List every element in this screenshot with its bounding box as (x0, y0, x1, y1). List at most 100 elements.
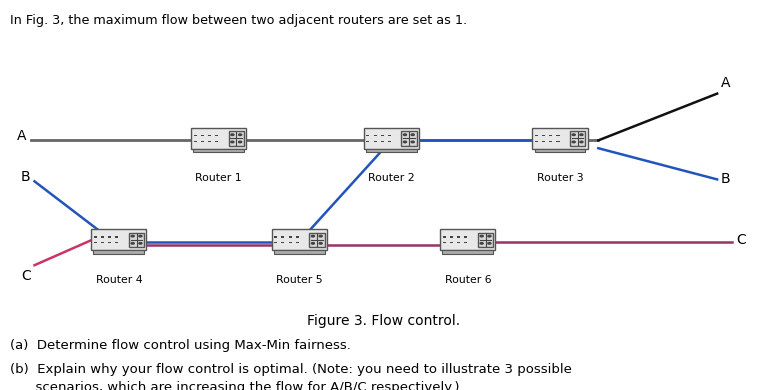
Text: Router 3: Router 3 (537, 173, 583, 183)
FancyBboxPatch shape (296, 236, 298, 238)
FancyBboxPatch shape (101, 236, 104, 238)
Text: (a)  Determine flow control using Max-Min fairness.: (a) Determine flow control using Max-Min… (10, 339, 351, 352)
FancyBboxPatch shape (108, 242, 111, 243)
FancyBboxPatch shape (272, 229, 327, 250)
FancyBboxPatch shape (201, 135, 204, 136)
Circle shape (488, 235, 491, 237)
Text: Figure 3. Flow control.: Figure 3. Flow control. (307, 314, 460, 328)
FancyBboxPatch shape (101, 242, 104, 243)
Text: C: C (21, 269, 31, 283)
FancyBboxPatch shape (450, 236, 453, 238)
FancyBboxPatch shape (457, 236, 460, 238)
FancyBboxPatch shape (465, 242, 467, 243)
FancyBboxPatch shape (275, 242, 278, 243)
FancyBboxPatch shape (557, 140, 559, 142)
Circle shape (239, 141, 242, 143)
Circle shape (572, 134, 575, 135)
FancyBboxPatch shape (532, 128, 588, 149)
FancyBboxPatch shape (288, 236, 291, 238)
FancyBboxPatch shape (401, 131, 416, 145)
Text: B: B (721, 172, 731, 186)
FancyBboxPatch shape (116, 236, 118, 238)
Circle shape (311, 243, 314, 244)
FancyBboxPatch shape (275, 236, 278, 238)
Text: A: A (18, 129, 27, 144)
FancyBboxPatch shape (194, 140, 197, 142)
FancyBboxPatch shape (374, 135, 377, 136)
FancyBboxPatch shape (281, 236, 285, 238)
FancyBboxPatch shape (129, 232, 144, 247)
FancyBboxPatch shape (549, 135, 552, 136)
Circle shape (319, 243, 322, 244)
FancyBboxPatch shape (542, 135, 545, 136)
FancyBboxPatch shape (388, 140, 390, 142)
FancyBboxPatch shape (380, 135, 384, 136)
FancyBboxPatch shape (388, 135, 390, 136)
Text: (b)  Explain why your flow control is optimal. (Note: you need to illustrate 3 p: (b) Explain why your flow control is opt… (10, 363, 572, 376)
FancyBboxPatch shape (274, 250, 324, 254)
FancyBboxPatch shape (216, 140, 218, 142)
Circle shape (319, 235, 322, 237)
FancyBboxPatch shape (443, 242, 446, 243)
FancyBboxPatch shape (208, 135, 211, 136)
FancyBboxPatch shape (535, 140, 538, 142)
Circle shape (311, 235, 314, 237)
FancyBboxPatch shape (91, 229, 146, 250)
Circle shape (480, 235, 483, 237)
FancyBboxPatch shape (288, 242, 291, 243)
Text: Router 5: Router 5 (276, 275, 322, 285)
FancyBboxPatch shape (108, 236, 111, 238)
Circle shape (480, 243, 483, 244)
FancyBboxPatch shape (380, 140, 384, 142)
FancyBboxPatch shape (366, 149, 416, 152)
Circle shape (131, 243, 134, 244)
FancyBboxPatch shape (296, 242, 298, 243)
FancyBboxPatch shape (374, 140, 377, 142)
FancyBboxPatch shape (309, 232, 324, 247)
FancyBboxPatch shape (201, 140, 204, 142)
FancyBboxPatch shape (281, 242, 285, 243)
Circle shape (231, 134, 234, 135)
FancyBboxPatch shape (367, 135, 370, 136)
Circle shape (488, 243, 491, 244)
Text: scenarios, which are increasing the flow for A/B/C respectively.): scenarios, which are increasing the flow… (10, 381, 459, 390)
Text: B: B (21, 170, 31, 184)
FancyBboxPatch shape (457, 242, 460, 243)
FancyBboxPatch shape (450, 242, 453, 243)
Circle shape (572, 141, 575, 143)
Circle shape (403, 141, 407, 143)
FancyBboxPatch shape (549, 140, 552, 142)
Text: C: C (736, 233, 746, 247)
FancyBboxPatch shape (194, 135, 197, 136)
FancyBboxPatch shape (116, 242, 118, 243)
FancyBboxPatch shape (364, 128, 419, 149)
Circle shape (239, 134, 242, 135)
Circle shape (139, 235, 142, 237)
FancyBboxPatch shape (465, 236, 467, 238)
FancyBboxPatch shape (557, 135, 559, 136)
FancyBboxPatch shape (367, 140, 370, 142)
FancyBboxPatch shape (478, 232, 493, 247)
FancyBboxPatch shape (443, 236, 446, 238)
FancyBboxPatch shape (208, 140, 211, 142)
Circle shape (231, 141, 234, 143)
Circle shape (580, 141, 583, 143)
Text: Router 2: Router 2 (368, 173, 414, 183)
Circle shape (411, 134, 414, 135)
FancyBboxPatch shape (570, 131, 585, 145)
FancyBboxPatch shape (191, 128, 246, 149)
FancyBboxPatch shape (94, 242, 97, 243)
FancyBboxPatch shape (193, 149, 244, 152)
FancyBboxPatch shape (229, 131, 244, 145)
FancyBboxPatch shape (443, 250, 493, 254)
Circle shape (403, 134, 407, 135)
FancyBboxPatch shape (216, 135, 218, 136)
Text: Router 4: Router 4 (96, 275, 142, 285)
Circle shape (139, 243, 142, 244)
Text: Router 6: Router 6 (445, 275, 491, 285)
FancyBboxPatch shape (94, 236, 97, 238)
FancyBboxPatch shape (440, 229, 495, 250)
Text: In Fig. 3, the maximum flow between two adjacent routers are set as 1.: In Fig. 3, the maximum flow between two … (10, 14, 467, 27)
FancyBboxPatch shape (94, 250, 144, 254)
Circle shape (131, 235, 134, 237)
